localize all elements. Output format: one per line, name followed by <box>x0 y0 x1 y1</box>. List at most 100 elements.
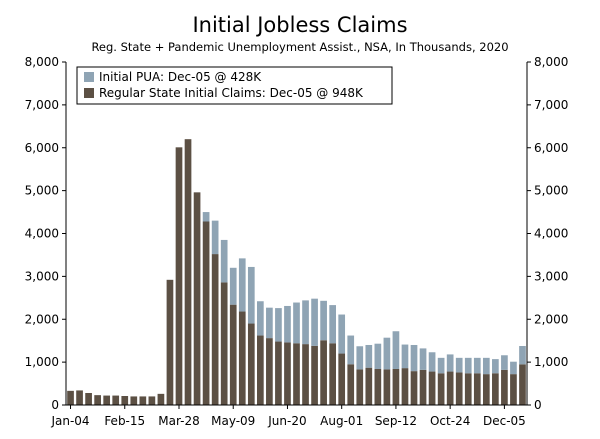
bar-pua-16 <box>211 220 219 255</box>
bar-regular-48 <box>501 369 508 405</box>
y-tick-label-right-7: 7,000 <box>534 98 568 112</box>
bar-regular-37 <box>401 368 409 405</box>
y-tick-label-left-6: 6,000 <box>25 141 59 155</box>
legend-swatch-pua <box>84 72 94 82</box>
y-tick-label-right-2: 2,000 <box>534 312 568 326</box>
bar-regular-12 <box>175 147 183 405</box>
bar-regular-22 <box>266 338 273 405</box>
bar-regular-13 <box>184 139 192 405</box>
bar-regular-32 <box>356 369 364 405</box>
bar-pua-15 <box>202 212 210 222</box>
bar-regular-4 <box>103 395 111 405</box>
bar-pua-27 <box>311 298 318 346</box>
bar-pua-48 <box>501 355 508 370</box>
bar-pua-33 <box>365 344 373 368</box>
y-tick-label-left-5: 5,000 <box>25 184 59 198</box>
bar-regular-25 <box>293 343 300 405</box>
bar-regular-21 <box>257 335 264 405</box>
bar-regular-29 <box>329 343 336 405</box>
bar-regular-7 <box>130 396 138 405</box>
bar-regular-20 <box>247 323 255 405</box>
bar-pua-39 <box>419 348 427 370</box>
bar-regular-5 <box>112 395 120 405</box>
x-tick-label-0: Jan-04 <box>50 414 89 428</box>
bar-pua-30 <box>338 314 346 354</box>
bar-regular-0 <box>67 390 74 405</box>
bar-regular-15 <box>202 221 210 405</box>
y-tick-label-left-0: 0 <box>51 398 59 412</box>
bar-pua-44 <box>464 357 472 374</box>
bar-regular-27 <box>311 345 318 405</box>
y-tick-label-right-8: 8,000 <box>534 55 568 69</box>
x-axis: Jan-04 Feb-15 Mar-28 May-09 Jun-20 Aug-01 Sep-… <box>50 405 526 428</box>
x-tick-label-5: Aug-01 <box>320 414 363 428</box>
x-tick-label-3: May-09 <box>211 414 255 428</box>
bar-pua-47 <box>492 359 499 374</box>
bar-regular-38 <box>410 371 418 405</box>
x-tick-label-2: Mar-28 <box>158 414 199 428</box>
bar-regular-34 <box>374 368 382 405</box>
y-tick-label-left-4: 4,000 <box>25 227 59 241</box>
bar-pua-35 <box>383 337 391 370</box>
y-tick-label-left-2: 2,000 <box>25 312 59 326</box>
y-tick-label-right-0: 0 <box>534 398 542 412</box>
bar-regular-30 <box>338 353 346 405</box>
bar-regular-3 <box>94 395 101 405</box>
x-tick-label-1: Feb-15 <box>104 414 145 428</box>
bar-regular-50 <box>519 364 526 405</box>
bar-regular-23 <box>275 341 282 405</box>
bar-pua-49 <box>510 361 517 375</box>
bar-regular-16 <box>211 254 219 405</box>
bar-regular-45 <box>473 373 481 405</box>
x-tick-label-8: Dec-05 <box>483 414 526 428</box>
legend-label-regular: Regular State Initial Claims: Dec-05 @ 9… <box>99 86 364 100</box>
bar-pua-24 <box>284 305 291 343</box>
bar-pua-37 <box>401 344 409 369</box>
bar-pua-18 <box>229 267 237 305</box>
y-tick-label-right-6: 6,000 <box>534 141 568 155</box>
bar-regular-35 <box>383 369 391 405</box>
bar-pua-40 <box>428 352 436 372</box>
y-tick-label-right-3: 3,000 <box>534 269 568 283</box>
y-tick-label-left-1: 1,000 <box>25 355 59 369</box>
bar-pua-43 <box>455 357 463 373</box>
bar-regular-31 <box>347 364 355 405</box>
bar-pua-19 <box>238 258 246 312</box>
bar-pua-34 <box>374 343 382 369</box>
bar-regular-49 <box>510 374 517 405</box>
y-tick-label-left-7: 7,000 <box>25 98 59 112</box>
bar-regular-18 <box>229 304 237 405</box>
bar-regular-43 <box>455 372 463 405</box>
bar-regular-42 <box>446 371 454 405</box>
bar-pua-28 <box>320 300 327 341</box>
bar-pua-36 <box>392 331 400 369</box>
x-tick-label-4: Jun-20 <box>267 414 306 428</box>
bar-regular-26 <box>302 344 309 405</box>
bar-regular-36 <box>392 368 400 405</box>
bar-regular-17 <box>220 282 228 405</box>
bar-pua-45 <box>473 357 481 374</box>
bar-pua-46 <box>482 357 490 375</box>
bars-layer <box>67 139 526 405</box>
bar-pua-42 <box>446 354 454 372</box>
x-tick-label-6: Sep-12 <box>375 414 417 428</box>
bar-regular-19 <box>238 311 246 405</box>
bar-pua-41 <box>437 357 445 374</box>
bar-regular-33 <box>365 367 373 405</box>
bar-regular-14 <box>193 192 201 405</box>
bar-regular-40 <box>428 371 436 405</box>
legend: Initial PUA: Dec-05 @ 428K Regular State… <box>76 66 393 105</box>
bar-pua-38 <box>410 344 418 372</box>
bar-regular-6 <box>121 396 129 405</box>
bar-pua-32 <box>356 346 364 370</box>
bar-regular-47 <box>492 373 499 405</box>
legend-swatch-regular <box>84 88 94 98</box>
y-tick-label-right-1: 1,000 <box>534 355 568 369</box>
legend-box <box>76 66 393 105</box>
bar-regular-44 <box>464 373 472 405</box>
bar-pua-29 <box>329 305 336 344</box>
bar-pua-21 <box>257 301 264 336</box>
bar-pua-23 <box>275 308 282 342</box>
legend-label-pua: Initial PUA: Dec-05 @ 428K <box>99 70 262 84</box>
